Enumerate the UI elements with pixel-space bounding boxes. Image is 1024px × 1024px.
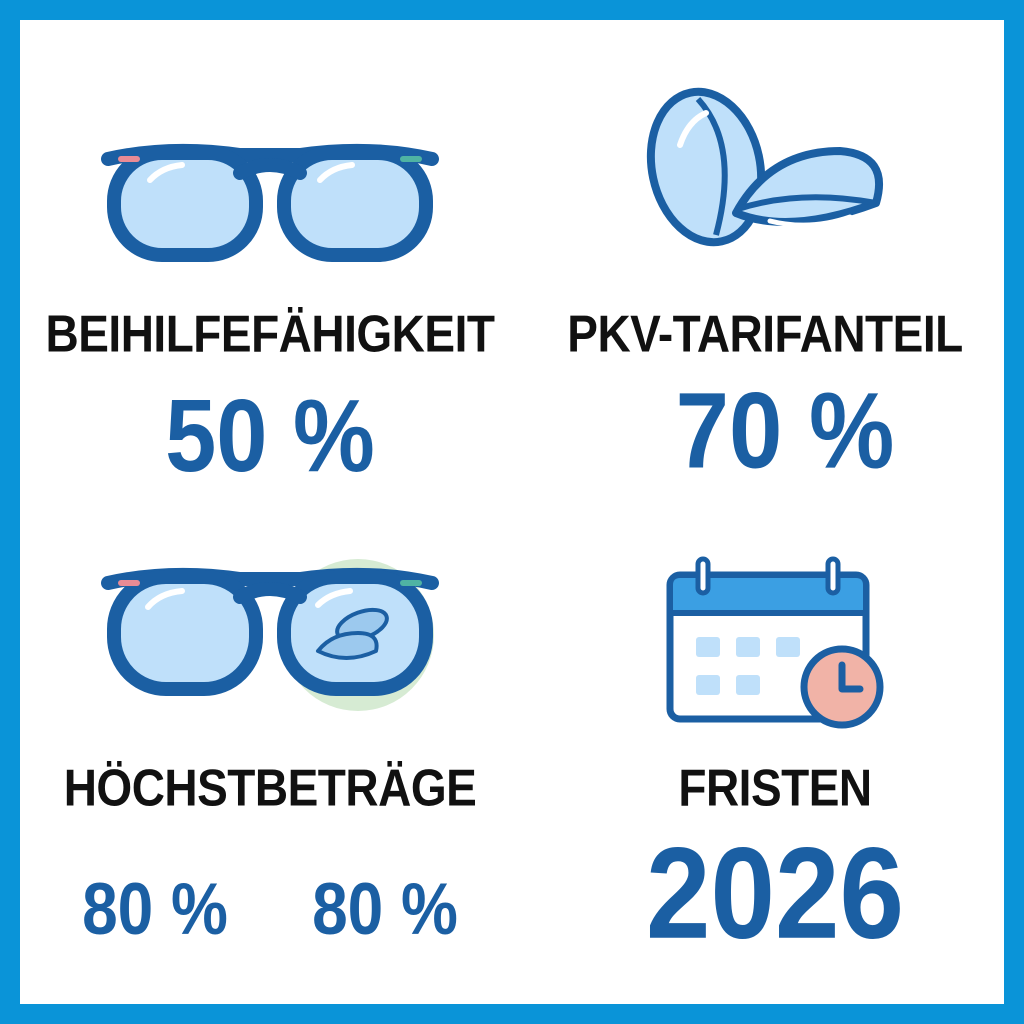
eyeglasses-icon — [100, 125, 440, 265]
contact-lenses-icon — [640, 85, 900, 265]
tile-label-beihilfe: BEIHILFEFÄHIGKEIT — [45, 304, 495, 363]
tile-label-fristen: FRISTEN — [678, 758, 872, 817]
tile-value-beihilfe: 50 % — [165, 379, 375, 494]
tile-value-hoechstbetraege-2: 80 % — [312, 867, 458, 951]
calendar-clock-icon — [660, 555, 890, 735]
tile-value-pkv: 70 % — [675, 371, 895, 492]
tile-value-hoechstbetraege-1: 80 % — [82, 867, 228, 951]
tile-value-fristen: 2026 — [645, 820, 905, 966]
tile-label-hoechstbetraege: HÖCHSTBETRÄGE — [63, 758, 477, 817]
tile-label-pkv: PKV-TARIFANTEIL — [567, 304, 963, 363]
glasses-with-contact-lenses-icon — [100, 555, 440, 715]
